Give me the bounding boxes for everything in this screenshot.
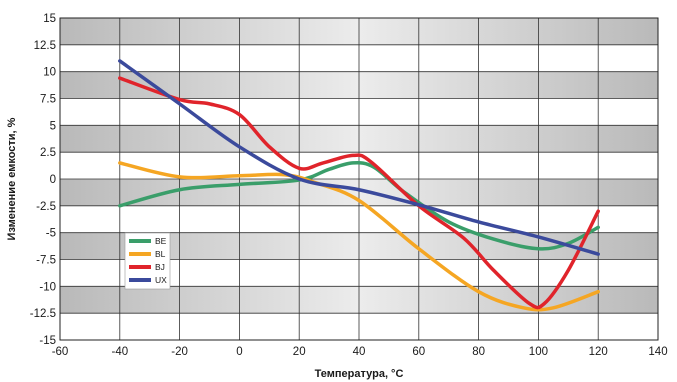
legend-label-ux: UX [155, 275, 167, 285]
y-tick-label: 15 [43, 13, 56, 25]
y-tick-label: 0 [50, 174, 56, 186]
y-tick-label: 2.5 [40, 147, 56, 159]
legend-label-be: BE [155, 236, 167, 246]
series-line-ux [118, 59, 600, 256]
x-tick-label: 0 [236, 346, 242, 358]
legend-label-bj: BJ [155, 262, 165, 272]
y-tick-label: 10 [43, 67, 56, 79]
y-tick-label: -2.5 [36, 201, 56, 213]
x-tick-label: 60 [412, 346, 425, 358]
x-tick-label: 40 [353, 346, 366, 358]
x-tick-labels: -60 -40 -20 0 20 40 60 80 100 120 140 [52, 346, 668, 358]
x-tick-label: -20 [171, 346, 188, 358]
x-tick-label: -60 [52, 346, 69, 358]
y-tick-label: 5 [50, 120, 56, 132]
x-axis-label: Температура, °C [315, 368, 404, 380]
series-lines [118, 59, 600, 312]
legend-label-bl: BL [155, 249, 166, 259]
x-tick-label: 140 [648, 346, 667, 358]
x-tick-label: 120 [589, 346, 608, 358]
y-tick-label: -5 [46, 228, 56, 240]
x-tick-label: 20 [293, 346, 306, 358]
y-tick-label: -12.5 [30, 308, 56, 320]
y-axis-label: Изменение емкости, % [6, 117, 18, 240]
y-tick-label: -10 [39, 281, 56, 293]
y-tick-labels: 15 12.5 10 7.5 5 2.5 0 -2.5 -5 -7.5 -10 -12.5 -15 [30, 13, 56, 347]
plot-frame [59, 17, 659, 341]
series-line-bj [118, 76, 600, 310]
legend: BE BL BJ UX [124, 232, 171, 290]
x-tick-label: 80 [472, 346, 485, 358]
y-tick-label: 7.5 [40, 94, 56, 106]
y-tick-label: -7.5 [36, 255, 56, 267]
y-tick-label: 12.5 [34, 40, 56, 52]
series-line-bl [118, 161, 600, 312]
x-tick-label: 100 [529, 346, 548, 358]
y-tick-label: -15 [39, 335, 56, 347]
x-tick-label: -40 [111, 346, 128, 358]
series-line-be [118, 160, 600, 251]
